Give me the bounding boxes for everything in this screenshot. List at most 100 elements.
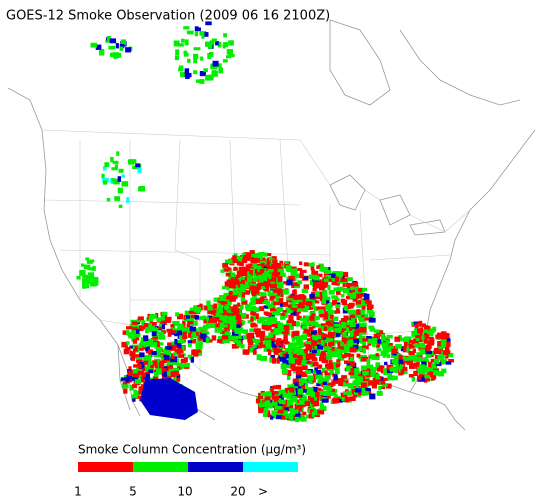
smoke-pixel [90,42,97,48]
smoke-pixel [269,283,277,289]
smoke-pixel [410,354,418,361]
smoke-pixel [374,339,382,344]
smoke-pixel [223,305,230,310]
smoke-pixel [131,394,138,399]
smoke-pixel [126,341,130,345]
smoke-pixel [275,273,282,278]
smoke-pixel [401,362,406,368]
smoke-pixel [303,262,309,267]
smoke-pixel [440,359,448,365]
smoke-pixel [289,387,295,393]
smoke-pixel [106,197,111,202]
smoke-pixel [138,386,145,391]
smoke-pixel [262,401,268,407]
smoke-pixel [299,302,306,308]
smoke-pixel [327,390,333,396]
smoke-pixel [228,259,234,265]
smoke-pixel [409,339,414,344]
smoke-pixel [342,282,346,288]
smoke-pixel [173,352,177,356]
smoke-pixel [349,333,354,337]
smoke-pixel [360,309,366,316]
smoke-pixel [376,344,381,348]
smoke-pixel [160,315,165,321]
smoke-pixel [125,346,131,351]
smoke-pixel [358,374,365,378]
smoke-pixel [336,291,341,295]
legend-label: 10 [177,485,192,499]
smoke-pixel [213,297,221,302]
smoke-pixel [236,260,240,266]
smoke-pixel [265,400,270,404]
smoke-pixel [199,71,206,77]
smoke-pixel [167,332,172,337]
smoke-pixel [193,47,201,51]
smoke-pixel [286,375,291,381]
smoke-pixel [205,21,212,26]
smoke-pixel [359,347,365,353]
smoke-pixel [312,345,316,350]
smoke-pixel [361,322,367,329]
smoke-pixel [232,289,238,294]
smoke-pixel [241,279,245,285]
smoke-pixel [220,301,228,305]
smoke-pixel [312,335,319,340]
smoke-pixel [230,312,234,317]
smoke-pixel [138,363,142,369]
smoke-pixel [391,359,396,364]
smoke-pixel [441,368,447,374]
smoke-pixel [151,360,158,366]
smoke-pixel [358,333,362,338]
smoke-pixel [239,273,243,280]
smoke-pixel [301,360,307,364]
smoke-pixel [351,389,359,395]
smoke-pixel [193,58,198,64]
smoke-pixel [222,263,229,268]
smoke-pixel [226,49,233,55]
smoke-pixel [152,376,159,382]
smoke-pixel [324,375,331,380]
smoke-pixel [328,322,333,328]
smoke-pixel [426,350,433,355]
smoke-pixel [202,324,208,331]
smoke-pixel [301,334,308,340]
smoke-pixel [85,257,90,261]
smoke-pixel [159,342,164,346]
smoke-pixel [135,354,141,359]
smoke-pixel [324,358,329,364]
smoke-pixel [306,354,313,360]
smoke-pixel [332,398,337,402]
smoke-pixel [349,347,357,353]
smoke-pixel [222,59,228,63]
smoke-pixel [424,367,430,373]
smoke-pixel [237,317,242,324]
smoke-pixel [287,304,293,308]
smoke-pixel [196,349,201,353]
coastline [399,29,521,106]
smoke-pixel [302,378,307,384]
smoke-pixel [136,366,142,372]
smoke-pixel [117,52,122,58]
smoke-pixel [132,373,140,378]
smoke-pixel [305,301,313,306]
smoke-pixel [258,407,265,414]
smoke-pixel [352,380,358,386]
smoke-pixel [222,286,227,290]
smoke-pixel [335,329,342,333]
smoke-pixel [180,335,184,340]
smoke-pixel [280,390,287,396]
smoke-pixel [400,369,405,375]
smoke-pixel [295,386,302,391]
smoke-pixel [275,321,281,327]
smoke-pixel [440,338,447,343]
smoke-pixel [343,315,349,321]
smoke-pixel [232,295,238,299]
smoke-pixel [220,330,225,334]
smoke-pixel [199,31,206,36]
smoke-pixel [295,303,303,309]
smoke-pixel [309,410,314,414]
smoke-pixel [324,267,329,273]
smoke-pixel [126,329,130,336]
smoke-pixel [302,356,306,363]
smoke-pixel [102,177,109,183]
